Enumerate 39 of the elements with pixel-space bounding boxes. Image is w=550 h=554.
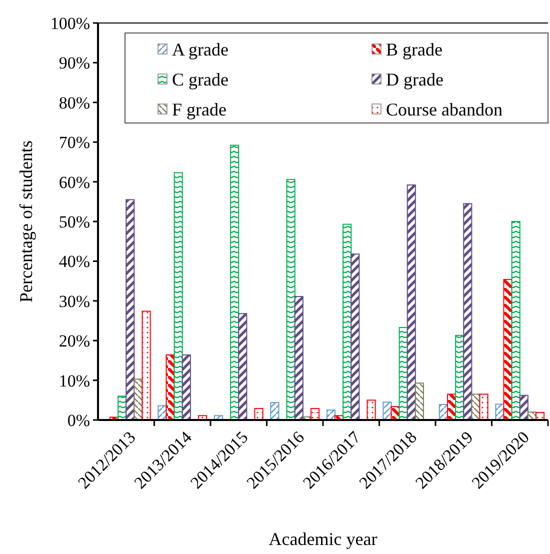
bar [350, 254, 360, 420]
legend-label: D grade [386, 69, 444, 90]
y-tick-label: 70% [58, 133, 90, 152]
bar [479, 394, 488, 420]
legend-label: C grade [172, 69, 228, 90]
bar [406, 184, 416, 420]
legend-label: A grade [172, 39, 228, 60]
legend-label: B grade [386, 39, 442, 60]
y-axis-title: Percentage of students [16, 140, 36, 302]
y-tick-label: 30% [58, 292, 90, 311]
bar [270, 402, 280, 420]
bar [519, 394, 528, 420]
bar [463, 203, 472, 420]
bar [182, 354, 191, 420]
bar [126, 199, 135, 420]
y-tick-label: 50% [58, 212, 90, 232]
legend-label: F grade [172, 99, 226, 120]
bar [511, 221, 520, 420]
y-tick-label: 40% [58, 252, 90, 272]
bar [238, 313, 248, 420]
y-tick-label: 0% [67, 410, 90, 430]
y-tick-label: 20% [58, 332, 90, 351]
y-tick-label: 10% [58, 371, 90, 390]
y-tick-label: 90% [58, 54, 90, 73]
bar [471, 394, 480, 420]
bar [366, 400, 376, 420]
bar [174, 172, 183, 420]
y-tick-label: 60% [58, 172, 90, 192]
y-tick-label: 100% [50, 14, 90, 33]
bar [134, 378, 143, 420]
bar [414, 382, 424, 420]
bar [294, 296, 304, 420]
x-axis-title: Academic year [268, 529, 378, 549]
legend-label: Course abandon [386, 99, 502, 120]
bar [230, 144, 240, 420]
bar [382, 402, 392, 420]
y-tick-label: 80% [58, 93, 90, 112]
bar [286, 178, 296, 420]
bar [142, 310, 151, 420]
